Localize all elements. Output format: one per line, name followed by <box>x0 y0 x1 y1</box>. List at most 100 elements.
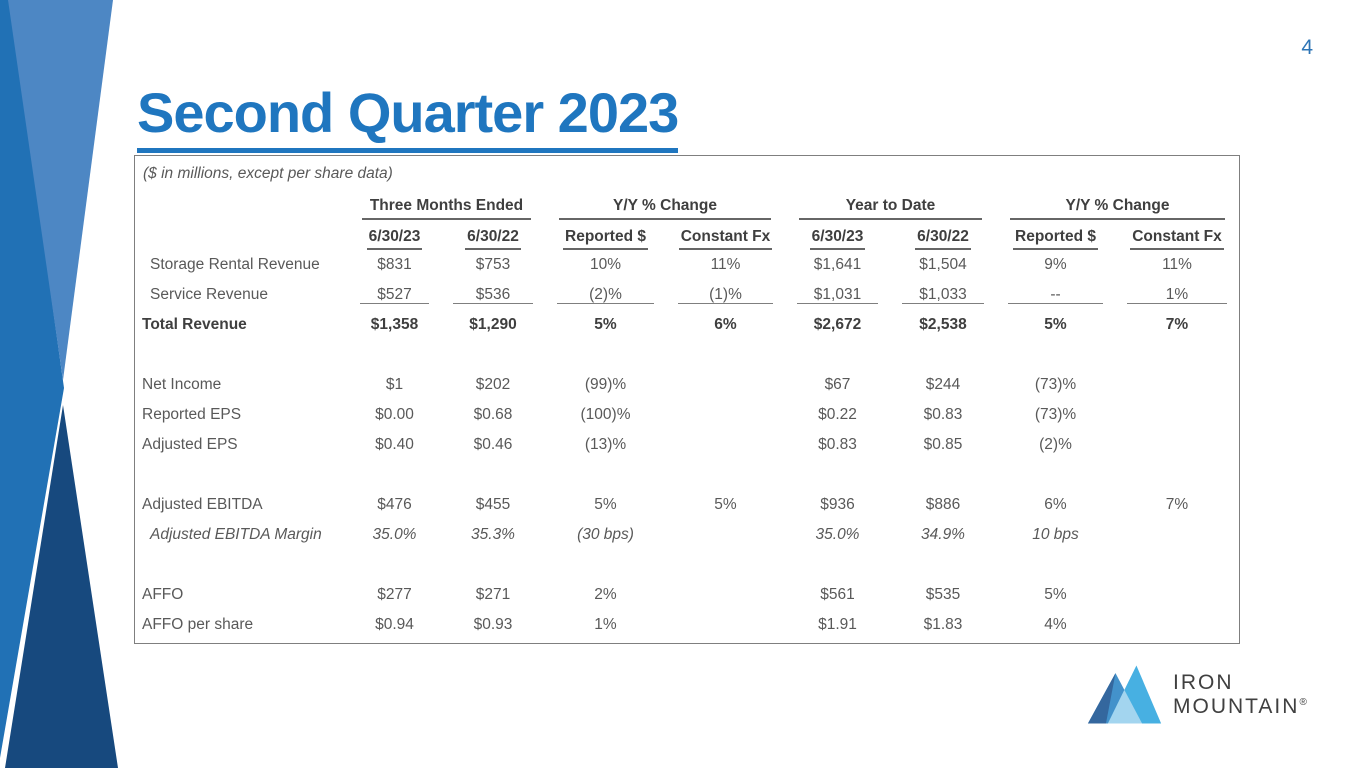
column-group-header-1: Y/Y % Change <box>559 197 771 220</box>
logo-line-iron: IRON <box>1173 671 1234 695</box>
value-cell-1: 35.3% <box>471 526 515 543</box>
value-cell-1: $536 <box>441 286 545 304</box>
table-group-header-row: Three Months Ended Y/Y % Change Year to Da… <box>135 190 1239 220</box>
value-cell-7: 1% <box>1115 286 1239 304</box>
table-column-header-row: 6/30/23 6/30/22 Reported $ Constant Fx 6/30/… <box>135 220 1239 250</box>
row-label: Adjusted EBITDA Margin <box>150 526 322 543</box>
value-cell-0: 35.0% <box>372 526 417 543</box>
value-cell-2: (100)% <box>580 406 631 423</box>
value-cell-4: $0.83 <box>818 436 857 453</box>
value-cell-5: $244 <box>925 376 961 393</box>
table-body: Storage Rental Revenue $831 $753 10% 11% $1,6… <box>135 250 1239 640</box>
table-row: Adjusted EBITDA $476 $455 5% 5% $936 $886 6% 7% <box>135 490 1239 520</box>
table-row: Reported EPS $0.00 $0.68 (100)% $0.22 $0.83 (7… <box>135 400 1239 430</box>
table-row: Service Revenue $527 $536 (2)% (1)% $1,031 $1,… <box>135 280 1239 310</box>
column-header-0: 6/30/23 <box>348 228 441 250</box>
spacer-row <box>135 550 1239 580</box>
value-cell-6: -- <box>996 286 1115 304</box>
table-row: AFFO per share $0.94 $0.93 1% $1.91 $1.83 4% <box>135 610 1239 640</box>
column-header-1: 6/30/22 <box>441 228 545 250</box>
value-cell-2: (13)% <box>584 436 627 453</box>
column-header-5: 6/30/22 <box>890 228 996 250</box>
value-cell-4: $2,672 <box>813 316 862 333</box>
slide-title: Second Quarter 2023 <box>137 83 679 154</box>
table-row: Total Revenue $1,358 $1,290 5% 6% $2,672 $2,53… <box>135 310 1239 340</box>
value-cell-0: $476 <box>377 496 412 513</box>
column-group-header-0: Three Months Ended <box>362 197 531 220</box>
value-cell-2: 2% <box>594 586 617 603</box>
logo-wordmark: IRON MOUNTAIN® <box>1173 671 1307 718</box>
value-cell-1: $753 <box>475 256 511 273</box>
value-cell-0: $0.00 <box>375 406 414 423</box>
value-cell-1: $202 <box>475 376 511 393</box>
value-cell-4: $0.22 <box>818 406 857 423</box>
value-cell-0: $527 <box>348 286 441 304</box>
value-cell-2: 10% <box>589 256 622 273</box>
iron-mountain-logo: IRON MOUNTAIN® <box>1086 663 1307 727</box>
mountain-icon <box>1087 665 1162 724</box>
value-cell-7: 11% <box>1162 256 1192 273</box>
value-cell-0: $1,358 <box>370 316 419 333</box>
slide-corner-triangles-decoration <box>0 0 118 768</box>
column-header-7: Constant Fx <box>1115 228 1239 250</box>
value-cell-2: (99)% <box>584 376 627 393</box>
financial-summary-table: ($ in millions, except per share data) T… <box>134 155 1240 644</box>
row-label: Total Revenue <box>142 316 247 333</box>
column-group-header-3: Y/Y % Change <box>1010 197 1225 220</box>
value-cell-2: 5% <box>594 496 617 513</box>
value-cell-7: 7% <box>1165 316 1189 333</box>
value-cell-6: 6% <box>1044 496 1067 513</box>
value-cell-4: $561 <box>820 586 855 603</box>
spacer-row <box>135 340 1239 370</box>
spacer-row <box>135 460 1239 490</box>
value-cell-6: 5% <box>1044 586 1067 603</box>
value-cell-1: $0.68 <box>473 406 513 423</box>
row-label: Net Income <box>142 376 222 393</box>
value-cell-6: 5% <box>1044 316 1067 333</box>
value-cell-4: $1,641 <box>813 256 862 273</box>
table-units-caption: ($ in millions, except per share data) <box>143 165 393 182</box>
column-header-3: Constant Fx <box>666 228 785 250</box>
value-cell-5: 34.9% <box>921 526 965 543</box>
value-cell-2: 5% <box>594 316 617 333</box>
row-label: Service Revenue <box>150 286 269 303</box>
value-cell-6: 9% <box>1044 256 1067 273</box>
value-cell-1: $0.46 <box>473 436 513 453</box>
value-cell-7: 7% <box>1165 496 1189 513</box>
table-row: AFFO $277 $271 2% $561 $535 5% <box>135 580 1239 610</box>
value-cell-0: $0.40 <box>375 436 414 453</box>
row-label: AFFO per share <box>142 616 254 633</box>
value-cell-6: 4% <box>1044 616 1067 633</box>
value-cell-6: (73)% <box>1034 406 1077 423</box>
registered-trademark-symbol: ® <box>1299 697 1307 708</box>
row-label: Adjusted EBITDA <box>142 496 263 513</box>
value-cell-5: $535 <box>925 586 961 603</box>
value-cell-1: $455 <box>475 496 511 513</box>
value-cell-3: 6% <box>714 316 737 333</box>
page-number: 4 <box>1301 36 1313 59</box>
row-label: AFFO <box>142 586 184 603</box>
value-cell-1: $1,290 <box>469 316 517 333</box>
row-label: Storage Rental Revenue <box>150 256 320 273</box>
column-group-header-2: Year to Date <box>799 197 982 220</box>
table-row: Adjusted EBITDA Margin 35.0% 35.3% (30 bps)… <box>135 520 1239 550</box>
value-cell-3: 11% <box>710 256 741 273</box>
value-cell-0: $831 <box>377 256 412 273</box>
value-cell-4: $67 <box>824 376 851 393</box>
table-row: Adjusted EPS $0.40 $0.46 (13)% $0.83 $0.85 (2)… <box>135 430 1239 460</box>
value-cell-5: $0.85 <box>923 436 963 453</box>
value-cell-3: (1)% <box>666 286 785 304</box>
value-cell-2: 1% <box>594 616 617 633</box>
column-header-6: Reported $ <box>996 228 1115 250</box>
value-cell-2: (30 bps) <box>577 526 634 543</box>
value-cell-3: 5% <box>714 496 737 513</box>
value-cell-5: $2,538 <box>919 316 967 333</box>
logo-line-mountain: MOUNTAIN® <box>1173 695 1307 718</box>
value-cell-6: (2)% <box>1039 436 1072 453</box>
value-cell-4: $1,031 <box>785 286 890 304</box>
value-cell-4: 35.0% <box>815 526 860 543</box>
value-cell-1: $271 <box>475 586 511 603</box>
value-cell-5: $886 <box>925 496 961 513</box>
value-cell-5: $1,033 <box>890 286 996 304</box>
value-cell-2: (2)% <box>545 286 666 304</box>
